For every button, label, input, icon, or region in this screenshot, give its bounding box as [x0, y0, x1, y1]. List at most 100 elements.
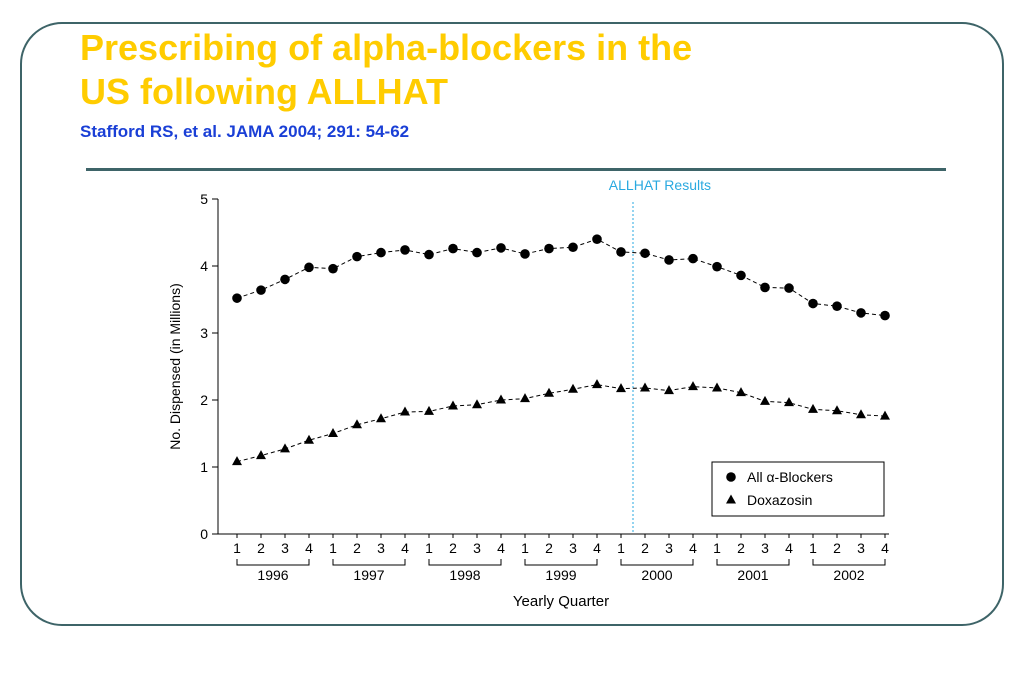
data-point-doxazosin	[808, 403, 818, 413]
data-point-alpha-blockers	[400, 245, 410, 255]
data-point-doxazosin	[304, 434, 314, 444]
slide-frame	[20, 22, 1004, 626]
x-tick-label: 2	[833, 540, 841, 556]
data-point-doxazosin	[424, 405, 434, 415]
y-tick-label: 3	[200, 325, 208, 341]
x-tick-label: 3	[377, 540, 385, 556]
series-line	[236, 238, 886, 317]
x-tick-label: 2	[449, 540, 457, 556]
x-tick-label: 1	[521, 540, 529, 556]
data-point-doxazosin	[832, 405, 842, 415]
data-point-alpha-blockers	[496, 243, 506, 253]
data-point-doxazosin	[472, 399, 482, 409]
x-axis-label: Yearly Quarter	[513, 593, 609, 610]
data-point-alpha-blockers	[712, 261, 722, 272]
data-point-alpha-blockers	[616, 247, 626, 257]
data-point-doxazosin	[520, 393, 530, 403]
data-point-alpha-blockers	[424, 249, 434, 260]
allhat-results-label: ALLHAT Results	[609, 177, 711, 193]
data-point-doxazosin	[544, 387, 554, 397]
data-point-doxazosin	[496, 394, 506, 404]
data-point-alpha-blockers	[448, 243, 458, 254]
x-tick-label: 1	[329, 540, 337, 556]
data-point-doxazosin	[712, 382, 722, 392]
series-line	[236, 384, 886, 463]
data-point-doxazosin	[376, 413, 386, 423]
data-point-alpha-blockers	[760, 282, 770, 293]
y-axis-label: No. Dispensed (in Millions)	[167, 283, 183, 450]
legend-marker-circle	[726, 472, 736, 482]
x-tick-label: 3	[281, 540, 289, 556]
year-label: 1998	[449, 567, 480, 583]
data-point-alpha-blockers	[544, 243, 554, 254]
year-label: 1997	[353, 567, 384, 583]
x-tick-label: 2	[545, 540, 553, 556]
year-label: 2000	[641, 567, 672, 583]
year-bracket	[428, 559, 502, 566]
year-label: 2002	[833, 567, 864, 583]
data-point-doxazosin	[448, 400, 458, 410]
year-label: 1999	[545, 567, 576, 583]
legend-label: Doxazosin	[747, 492, 812, 508]
data-point-doxazosin	[568, 383, 578, 393]
x-tick-label: 1	[809, 540, 817, 556]
y-tick-label: 1	[200, 459, 208, 475]
x-tick-label: 4	[593, 540, 601, 556]
data-point-alpha-blockers	[280, 274, 290, 285]
y-tick-label: 2	[200, 392, 208, 408]
data-point-doxazosin	[280, 443, 290, 453]
data-point-doxazosin	[856, 409, 866, 419]
x-tick-label: 1	[617, 540, 625, 556]
data-point-alpha-blockers	[520, 249, 530, 259]
legend-marker-triangle	[726, 494, 736, 504]
x-tick-label: 2	[737, 540, 745, 556]
data-point-doxazosin	[592, 379, 602, 389]
y-tick-label: 0	[200, 526, 208, 542]
x-tick-label: 4	[785, 540, 793, 556]
data-point-doxazosin	[784, 397, 794, 407]
data-point-doxazosin	[736, 387, 746, 397]
data-point-doxazosin	[616, 383, 626, 393]
x-tick-label: 4	[881, 540, 889, 556]
data-point-alpha-blockers	[880, 310, 890, 321]
data-point-alpha-blockers	[304, 262, 314, 273]
data-point-alpha-blockers	[376, 247, 386, 258]
data-point-doxazosin	[760, 395, 770, 405]
year-bracket	[236, 559, 310, 566]
x-tick-label: 4	[689, 540, 697, 556]
title-line-1: Prescribing of alpha-blockers in the	[80, 27, 693, 68]
data-point-alpha-blockers	[352, 251, 362, 262]
data-point-alpha-blockers	[784, 283, 794, 293]
title-line-2: US following ALLHAT	[80, 71, 448, 112]
x-tick-label: 1	[425, 540, 433, 556]
data-point-doxazosin	[232, 456, 242, 466]
data-point-alpha-blockers	[592, 234, 602, 244]
year-label: 1996	[257, 567, 288, 583]
year-bracket	[812, 559, 886, 566]
x-tick-label: 2	[257, 540, 265, 556]
data-point-alpha-blockers	[736, 270, 746, 281]
data-point-doxazosin	[640, 382, 650, 392]
y-tick-label: 5	[200, 191, 208, 207]
data-point-doxazosin	[256, 450, 266, 460]
data-point-doxazosin	[352, 419, 362, 429]
data-point-doxazosin	[328, 428, 338, 437]
x-tick-label: 4	[401, 540, 409, 556]
year-bracket	[716, 559, 790, 566]
data-point-alpha-blockers	[832, 301, 842, 311]
data-point-alpha-blockers	[664, 255, 674, 265]
legend-label: All α-Blockers	[747, 469, 833, 485]
data-point-alpha-blockers	[256, 285, 266, 295]
x-tick-label: 4	[497, 540, 505, 556]
x-tick-label: 1	[233, 540, 241, 556]
data-point-doxazosin	[688, 381, 698, 391]
x-tick-label: 3	[761, 540, 769, 556]
x-tick-label: 2	[641, 540, 649, 556]
data-point-alpha-blockers	[472, 247, 482, 258]
citation: Stafford RS, et al. JAMA 2004; 291: 54-6…	[80, 122, 410, 141]
year-label: 2001	[737, 567, 768, 583]
year-bracket	[620, 559, 694, 566]
data-point-doxazosin	[880, 410, 890, 420]
data-point-alpha-blockers	[232, 293, 242, 303]
